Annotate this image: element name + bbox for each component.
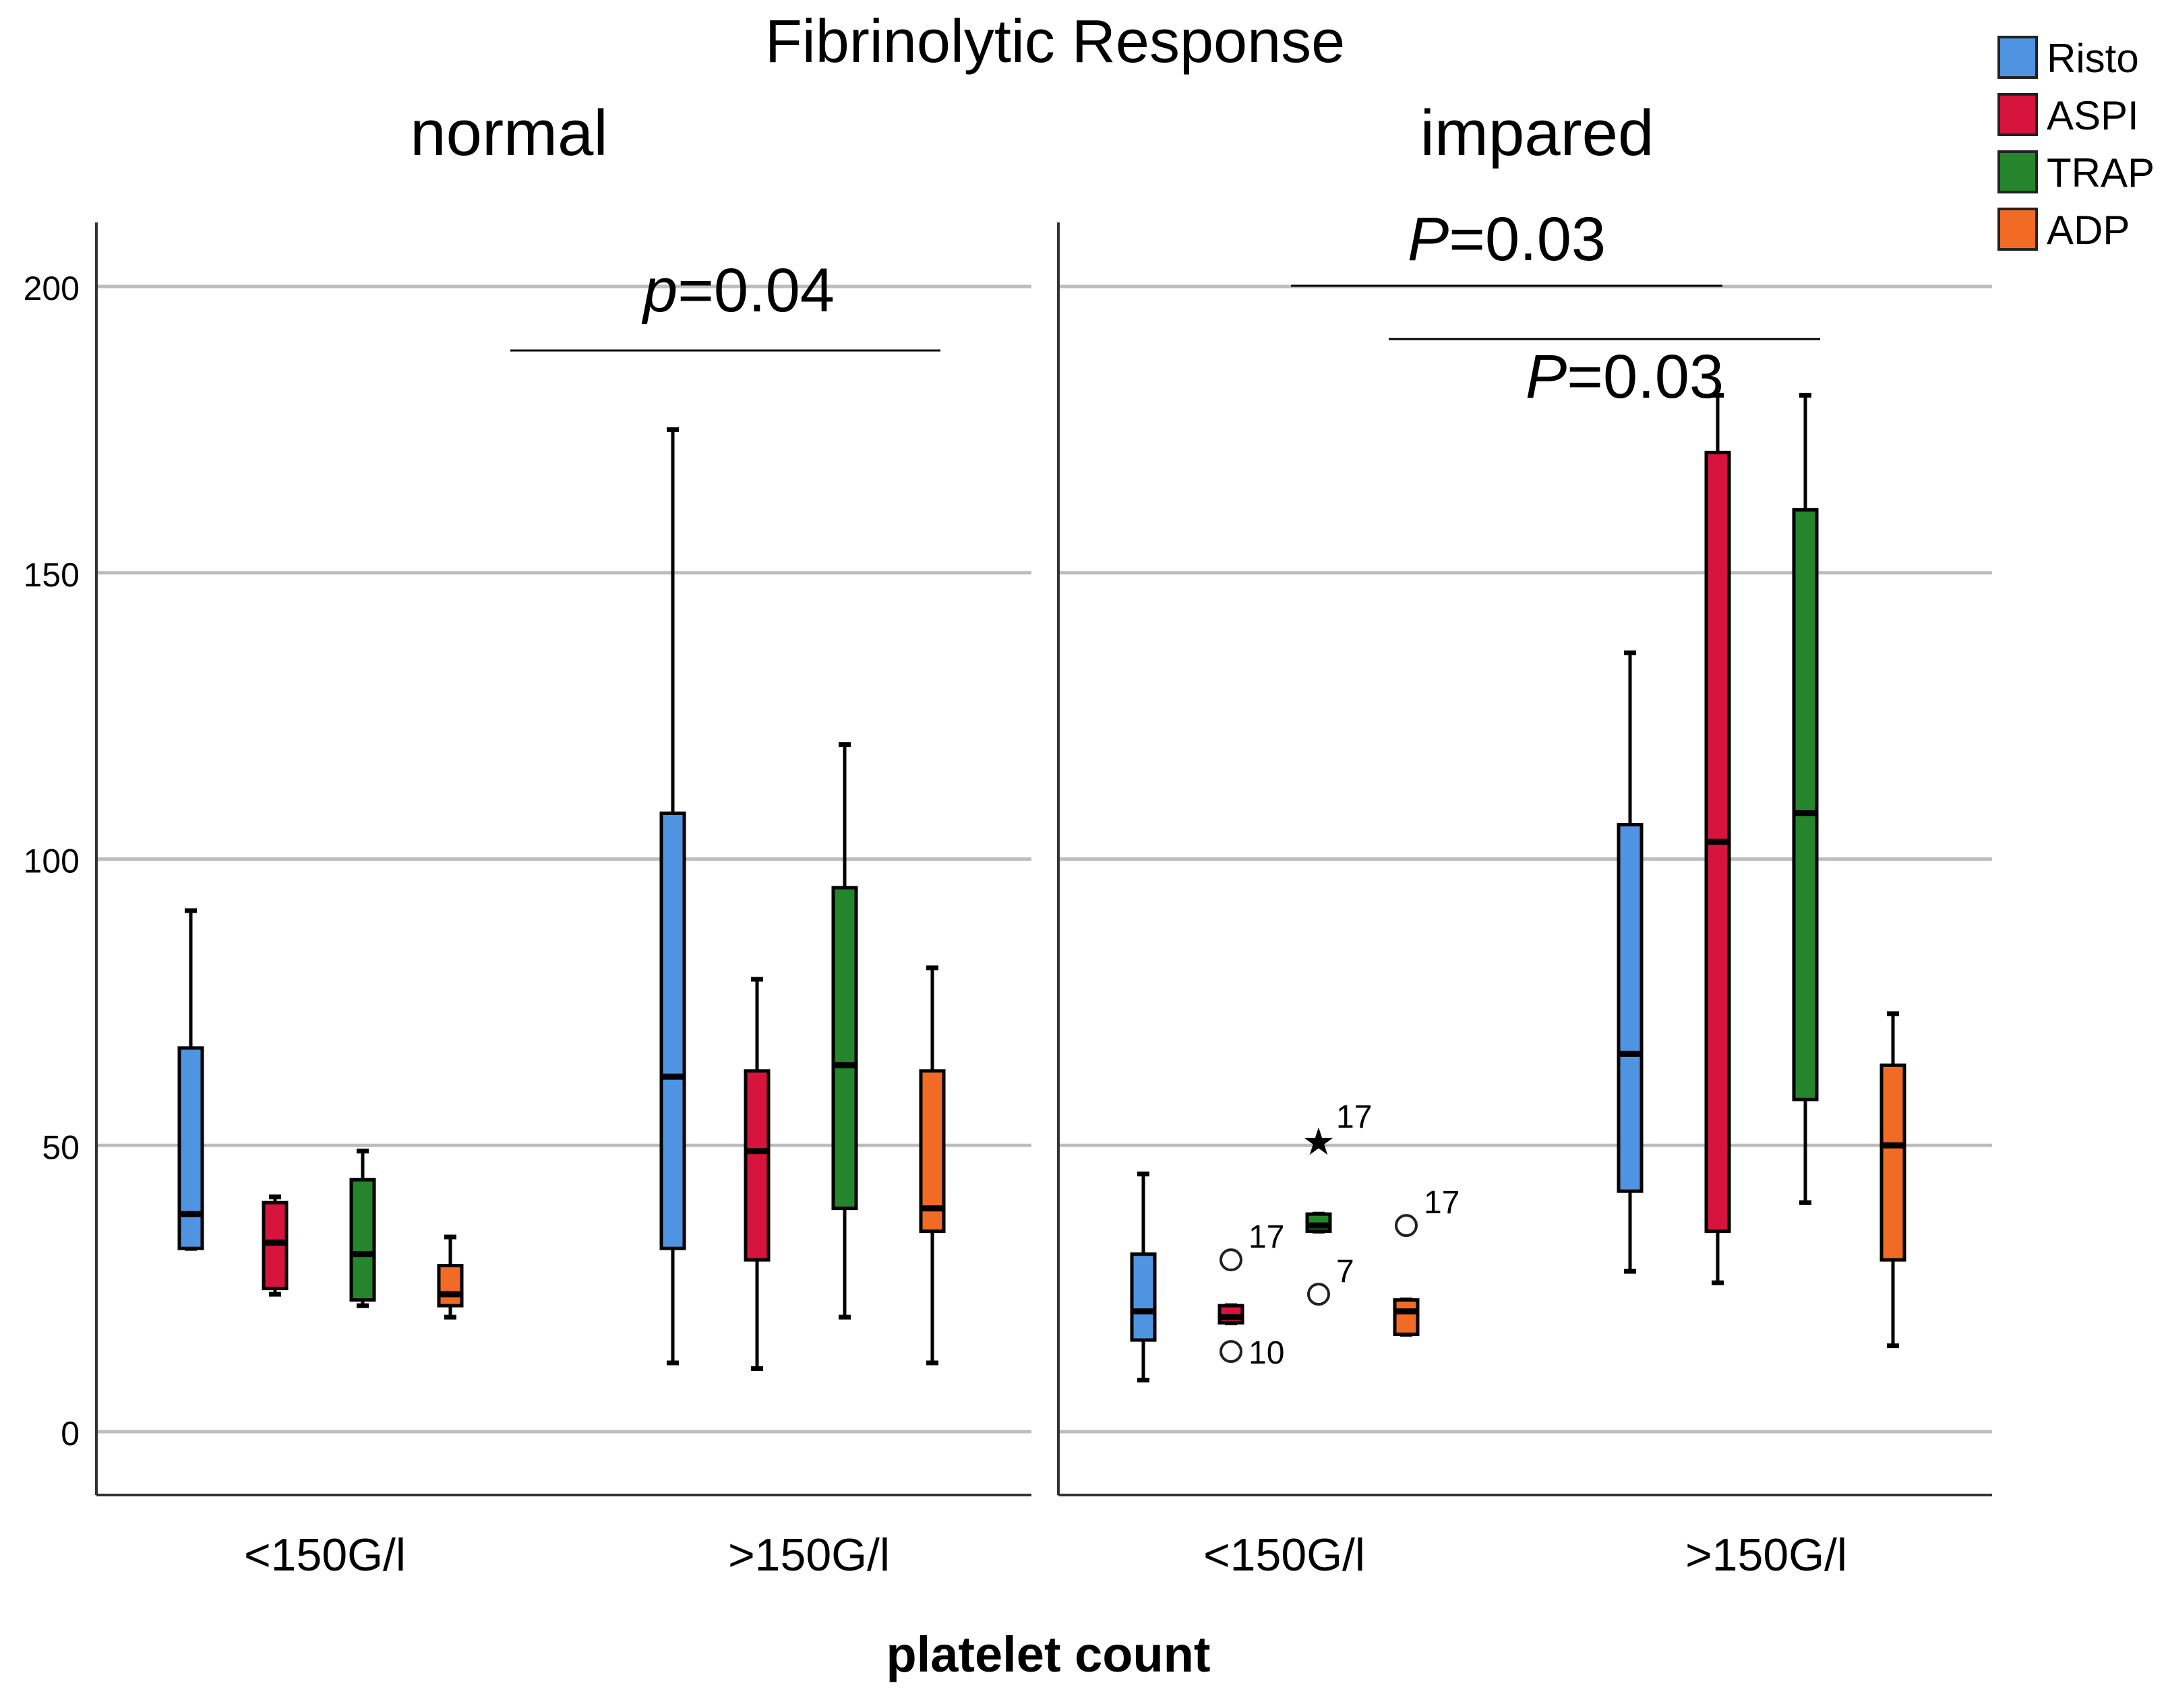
box-body	[1393, 1298, 1420, 1337]
x-axis-label: platelet count	[886, 1626, 1210, 1682]
box-TRAP	[1792, 392, 1819, 1205]
legend-label-aspi: ASPI	[2047, 93, 2139, 138]
legend-label-risto: Risto	[2047, 36, 2139, 81]
outlier-label: 7	[1336, 1254, 1354, 1289]
box-body	[1617, 823, 1644, 1193]
p-value: =0.04	[678, 256, 835, 325]
legend-swatch-trap	[1997, 150, 2038, 193]
significance-label: p=0.04	[641, 256, 835, 325]
panel-impared: impared<150G/l >150G/l1710★17717P=0.03P=0…	[1057, 97, 1992, 1581]
y-tick-label: 0	[61, 1415, 80, 1453]
box-ADP	[1879, 1011, 1906, 1349]
box-body	[744, 1069, 771, 1262]
box-body	[349, 1178, 376, 1302]
outlier-label: 10	[1249, 1335, 1284, 1371]
outlier-marker	[1395, 1214, 1418, 1238]
box-body	[177, 1046, 204, 1250]
box-TRAP	[349, 1149, 376, 1308]
legend: Risto ASPI TRAP ADP	[1997, 36, 2155, 253]
box-body	[437, 1264, 464, 1308]
x-tick-label: <150G/l	[1203, 1529, 1365, 1581]
x-tick-label: >150G/l	[728, 1529, 890, 1581]
p-symbol: P	[1526, 342, 1567, 411]
box-body	[1792, 508, 1819, 1101]
p-symbol: P	[1408, 205, 1449, 274]
y-tick-label: 100	[24, 843, 80, 880]
box-TRAP: ★17 7	[1302, 1099, 1372, 1306]
box-ASPI	[744, 977, 771, 1372]
outlier-marker	[1220, 1340, 1242, 1364]
box-ADP	[437, 1234, 464, 1320]
extreme-marker: ★	[1302, 1120, 1335, 1163]
x-tick-label: >150G/l	[1685, 1529, 1847, 1581]
y-tick-label: 200	[24, 270, 80, 307]
x-tick-label: <150G/l	[244, 1529, 406, 1581]
legend-swatch-adp	[1997, 208, 2038, 251]
panel-title: impared	[1420, 97, 1654, 169]
plot-layer: 0 50 100 150 200 normal <150G/l >150G/l p=0.04 im…	[24, 97, 1992, 1581]
box-ADP	[919, 965, 946, 1366]
p-value: =0.03	[1567, 342, 1724, 411]
p-value: =0.03	[1449, 205, 1606, 274]
p-symbol: p	[641, 256, 678, 325]
outlier-label: 17	[1249, 1219, 1284, 1255]
box-Risto	[1130, 1171, 1157, 1383]
box-body	[1130, 1252, 1157, 1342]
box-ASPI	[1704, 392, 1731, 1285]
box-body	[659, 812, 686, 1250]
box-Risto	[177, 908, 204, 1251]
legend-label-adp: ADP	[2047, 208, 2130, 253]
legend-swatch-risto	[1997, 36, 2038, 79]
box-Risto	[659, 427, 686, 1366]
outlier-marker	[1307, 1283, 1330, 1306]
y-tick-label: 150	[24, 556, 80, 594]
box-ADP: 17	[1393, 1185, 1460, 1337]
box-ASPI	[262, 1194, 289, 1297]
legend-swatch-aspi	[1997, 93, 2038, 136]
panel-normal: 0 50 100 150 200 normal <150G/l >150G/l p=0.04	[24, 97, 1031, 1581]
panel-title: normal	[410, 97, 607, 169]
significance-label: P=0.03	[1408, 205, 1606, 274]
chart-title: Fibrinolytic Response	[765, 8, 1345, 75]
outlier-marker	[1220, 1248, 1242, 1272]
legend-label-trap: TRAP	[2047, 150, 2155, 195]
outlier-label: 17	[1336, 1099, 1372, 1135]
box-TRAP	[831, 742, 858, 1320]
significance-label: P=0.03	[1526, 342, 1724, 411]
y-tick-label: 50	[42, 1128, 80, 1166]
box-Risto	[1617, 650, 1644, 1274]
box-body	[1879, 1063, 1906, 1262]
outlier-label: 17	[1424, 1185, 1460, 1221]
box-body	[919, 1069, 946, 1233]
box-body	[831, 886, 858, 1211]
